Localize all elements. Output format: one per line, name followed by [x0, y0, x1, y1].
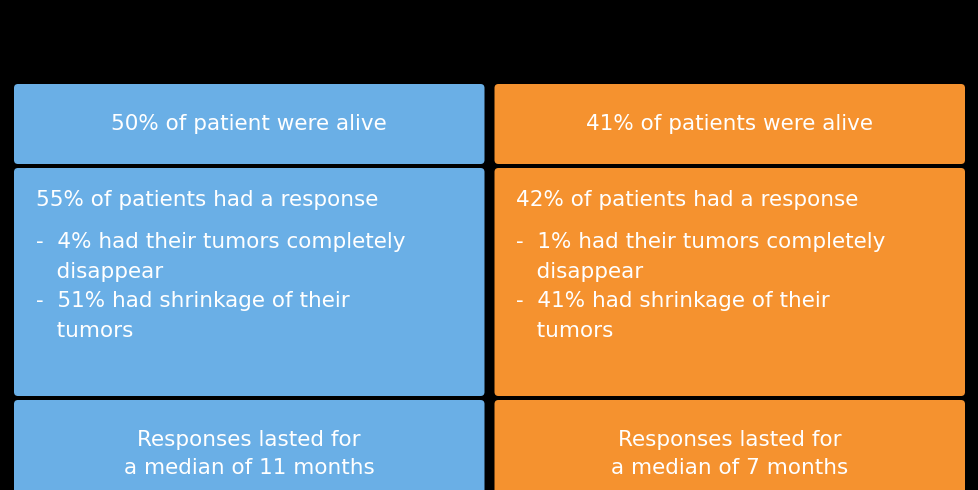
FancyBboxPatch shape: [494, 168, 964, 396]
FancyBboxPatch shape: [14, 84, 484, 164]
Text: -  4% had their tumors completely
   disappear
-  51% had shrinkage of their
   : - 4% had their tumors completely disappe…: [36, 232, 405, 341]
FancyBboxPatch shape: [14, 400, 484, 490]
Text: 55% of patients had a response: 55% of patients had a response: [36, 190, 378, 210]
Text: 42% of patients had a response: 42% of patients had a response: [516, 190, 858, 210]
Text: 41% of patients were alive: 41% of patients were alive: [586, 114, 872, 134]
Text: -  1% had their tumors completely
   disappear
-  41% had shrinkage of their
   : - 1% had their tumors completely disappe…: [516, 232, 885, 341]
Text: 50% of patient were alive: 50% of patient were alive: [111, 114, 386, 134]
FancyBboxPatch shape: [494, 400, 964, 490]
FancyBboxPatch shape: [14, 168, 484, 396]
Text: Responses lasted for
a median of 11 months: Responses lasted for a median of 11 mont…: [124, 430, 375, 478]
FancyBboxPatch shape: [494, 84, 964, 164]
Text: Responses lasted for
a median of 7 months: Responses lasted for a median of 7 month…: [610, 430, 848, 478]
